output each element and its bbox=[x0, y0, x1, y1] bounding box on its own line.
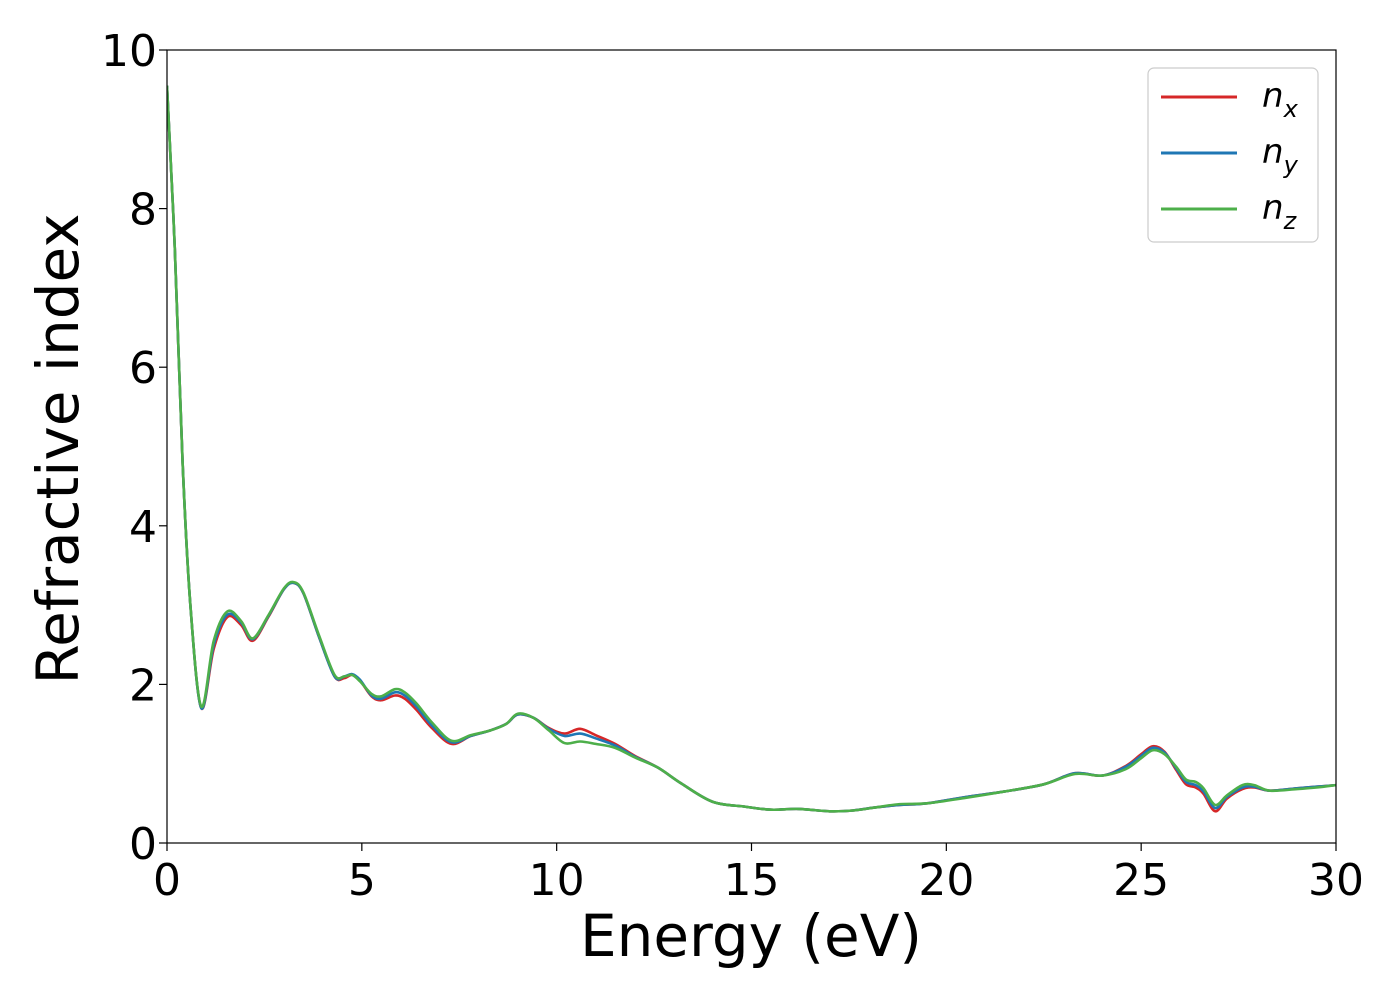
y-tick-label: 4 bbox=[129, 502, 157, 553]
y-tick-label: 8 bbox=[129, 185, 157, 236]
legend-label-y: ny bbox=[1262, 132, 1299, 179]
legend-label-z: nz bbox=[1262, 188, 1298, 235]
x-axis-title: Energy (eV) bbox=[580, 902, 922, 970]
legend: nx ny nz bbox=[1147, 67, 1319, 243]
x-tick-label: 25 bbox=[1113, 855, 1169, 906]
ticks-layer: 0 5 10 15 20 25 30 0 2 4 6 8 10 bbox=[101, 26, 1364, 906]
y-tick-label: 2 bbox=[129, 660, 157, 711]
y-tick-label: 10 bbox=[101, 26, 157, 77]
x-tick-label: 10 bbox=[529, 855, 585, 906]
y-axis-title: Refractive index bbox=[24, 213, 92, 684]
x-tick-label: 0 bbox=[153, 855, 181, 906]
series-layer bbox=[167, 85, 1336, 813]
x-tick-label: 20 bbox=[918, 855, 974, 906]
legend-label-x: nx bbox=[1262, 76, 1299, 123]
y-tick-label: 6 bbox=[129, 343, 157, 394]
y-tick-label: 0 bbox=[129, 819, 157, 870]
x-tick-label: 30 bbox=[1308, 855, 1364, 906]
series-line-z bbox=[167, 85, 1336, 813]
legend-box bbox=[1147, 67, 1319, 243]
x-tick-label: 15 bbox=[724, 855, 780, 906]
x-tick-label: 5 bbox=[348, 855, 376, 906]
